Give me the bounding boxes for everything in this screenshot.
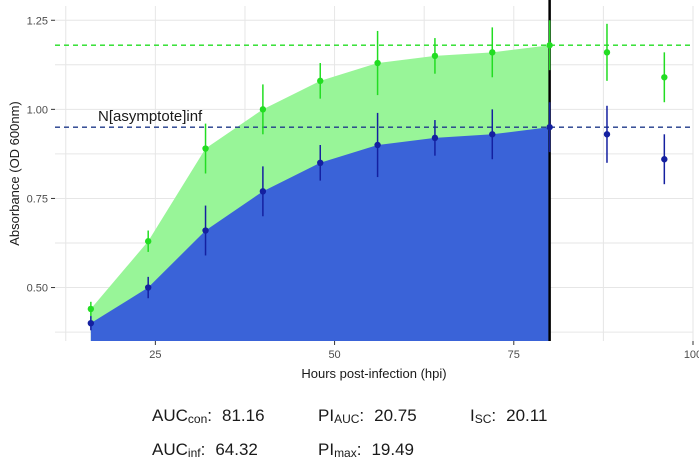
x-tick-label: 50 [328,349,340,361]
stats-panel: AUCcon: 81.16 PIAUC: 20.75 ISC: 20.11 AUCin… [0,400,699,468]
stat-pi-auc-sub: AUC [334,412,360,426]
stat-auc-inf-label: AUC [152,440,188,459]
data-point [489,49,496,56]
x-tick-label: 75 [508,349,520,361]
data-point [661,74,668,81]
data-point [317,159,324,167]
data-point [374,59,381,67]
data-point [489,131,496,138]
stat-auc-con-sub: con [187,412,208,426]
stat-pi-max-label: PI [318,440,335,459]
stat-auc-con-value: 81.16 [222,406,265,425]
stat-auc-inf-value: 64.32 [215,440,258,459]
x-tick-label: 25 [149,349,161,361]
y-axis-title: Absorbance (OD 600nm) [7,101,22,246]
data-point [87,305,95,313]
data-point [603,131,611,138]
data-point [317,77,324,85]
y-tick-label: 1.25 [27,15,48,27]
stat-pi-max-value: 19.49 [371,440,415,459]
stat-pi-auc-label: PI [318,406,335,425]
data-point [259,106,267,113]
data-point [144,284,152,291]
data-point [546,123,553,131]
stat-auc-inf-sub: inf [187,446,201,460]
chart: N[asymptote]inf 25 50 75 100 0.50 0.75 1.00 1.25… [7,0,699,381]
data-point [87,319,95,327]
data-point [374,141,381,149]
x-tick-label: 100 [684,349,699,361]
data-point [144,238,152,245]
stat-i-sc: ISC: 20.11 [470,406,548,426]
asymptote-annotation: N[asymptote]inf [98,108,203,125]
data-point [661,156,668,163]
stat-pi-auc: PIAUC: 20.75 [318,406,417,426]
stat-pi-auc-value: 20.75 [374,406,417,425]
data-point [202,145,209,152]
x-axis-title: Hours post-infection (hpi) [301,366,446,381]
stat-auc-con: AUCcon: 81.16 [152,406,265,426]
stat-pi-max: PImax: 19.49 [318,440,415,460]
data-point [603,49,611,56]
y-tick-label: 0.50 [27,283,48,295]
y-tick-label: 0.75 [27,193,48,205]
data-point [202,227,209,234]
stat-i-sc-value: 20.11 [506,406,548,425]
stat-i-sc-label: I [470,406,475,425]
data-point [431,52,439,60]
stat-auc-con-label: AUC [152,406,188,425]
stat-pi-max-sub: max [334,446,357,460]
y-tick-label: 1.00 [27,104,48,116]
data-point [431,134,439,142]
data-point [259,188,267,195]
area-blue [90,127,550,341]
data-point [546,42,553,49]
stat-i-sc-sub: SC [474,412,492,426]
stat-auc-inf: AUCinf: 64.32 [152,440,258,460]
